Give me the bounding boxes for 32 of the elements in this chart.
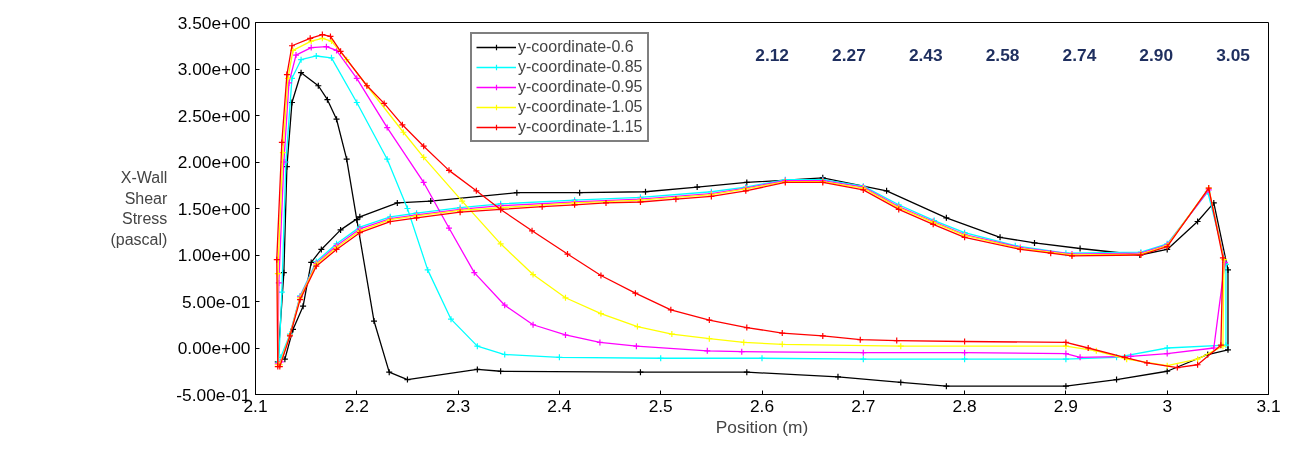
y-tick-label: 1.00e+00 — [177, 245, 251, 265]
x-tick-label: 2.4 — [547, 395, 572, 416]
x-tick-label: 2.2 — [344, 395, 369, 416]
x-tick-label: 2.5 — [648, 395, 673, 416]
annotation: 2.90 — [1139, 45, 1174, 66]
annotation: 2.27 — [832, 45, 866, 66]
legend-label: y-coordinate-1.05 — [518, 98, 643, 116]
legend-label: y-coordinate-0.95 — [518, 78, 643, 96]
x-tick-label: 2.7 — [851, 395, 876, 416]
x-tick-label: 3 — [1162, 395, 1173, 416]
x-tick-label: 2.3 — [446, 395, 471, 416]
y-tick-label: 5.00e-01 — [182, 291, 251, 312]
y-tick-label: 2.50e+00 — [177, 105, 251, 126]
y-tick-label: 3.00e+00 — [177, 59, 251, 79]
annotation: 2.58 — [985, 45, 1020, 66]
legend-label: y-coordinate-1.15 — [518, 118, 643, 136]
x-tick-label: 2.8 — [952, 395, 977, 416]
annotation: 2.43 — [908, 45, 943, 66]
annotation: 2.12 — [755, 45, 789, 66]
annotation: 3.05 — [1216, 45, 1251, 66]
y-tick-label: 0.00e+00 — [177, 338, 251, 358]
x-axis-title: Position (m) — [715, 416, 809, 437]
x-tick-label: 2.9 — [1053, 395, 1078, 416]
x-tick-label: 2.6 — [749, 395, 775, 416]
legend-label: y-coordinate-0.85 — [518, 58, 643, 76]
y-tick-label: 2.00e+00 — [177, 152, 251, 172]
x-tick-label: 3.1 — [1256, 395, 1281, 416]
y-axis-title: X-Wall Shear Stress (pascal) — [110, 169, 168, 248]
legend-label: y-coordinate-0.6 — [518, 38, 634, 56]
y-tick-label: 3.50e+00 — [177, 12, 251, 33]
annotation: 2.74 — [1062, 45, 1097, 66]
y-tick-label: 1.50e+00 — [177, 198, 251, 219]
